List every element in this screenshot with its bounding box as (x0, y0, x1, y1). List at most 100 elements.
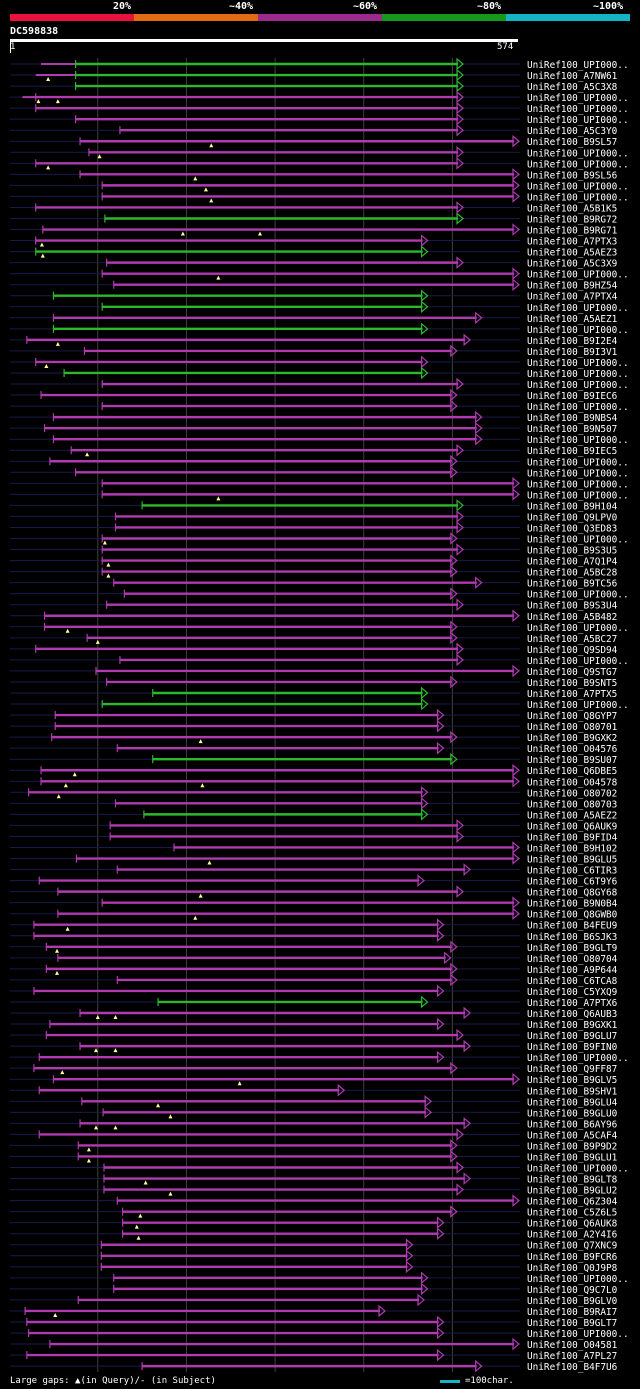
hit-label: UniRef100_A7NW61 (527, 71, 618, 82)
hit-label: UniRef100_UPI000.. (527, 1053, 629, 1064)
hit-end-arrow (450, 1150, 458, 1163)
query-gap-marker (216, 496, 221, 501)
hit-label: UniRef100_B6SJK3 (527, 932, 617, 943)
hit-end-arrow (436, 1216, 445, 1229)
hit-end-arrow (512, 774, 520, 788)
hit-end-arrow (456, 499, 464, 512)
hit-label: UniRef100_UPI000.. (527, 358, 629, 369)
legend-label-100: ~100% (593, 1, 624, 12)
query-gap-marker (156, 1103, 161, 1108)
hit-end-arrow (450, 587, 458, 600)
hit-label: UniRef100_O80703 (527, 799, 617, 810)
hit-label: UniRef100_Q8GWB0 (527, 910, 618, 921)
hit-end-arrow (456, 642, 464, 656)
query-gap-marker (72, 772, 77, 777)
hit-label: UniRef100_B9GLU2 (527, 1186, 617, 1197)
hit-end-arrow (450, 1139, 458, 1152)
hit-end-arrow (512, 179, 520, 192)
hit-end-arrow (456, 1161, 464, 1174)
hit-end-arrow (444, 951, 452, 965)
query-end-label: 574 (497, 42, 514, 52)
hit-label: UniRef100_O04576 (527, 744, 618, 755)
hit-end-arrow (512, 278, 520, 291)
hit-end-arrow (450, 940, 458, 954)
hit-end-arrow (436, 1017, 445, 1031)
query-gap-marker (65, 926, 70, 931)
legend-swatch-80 (382, 14, 506, 21)
hit-label: UniRef100_A5B482 (527, 612, 617, 623)
hit-end-arrow (450, 344, 458, 358)
hit-label: UniRef100_O04581 (527, 1340, 618, 1351)
hit-end-arrow (420, 786, 429, 799)
hit-end-arrow (456, 212, 464, 225)
hit-label: UniRef100_Q9STG7 (527, 667, 617, 678)
hit-end-arrow (512, 907, 520, 920)
hit-end-arrow (450, 388, 458, 402)
hit-label: UniRef100_A7PTX3 (527, 237, 617, 248)
hit-label: UniRef100_A7PL27 (527, 1351, 617, 1362)
hit-end-arrow (420, 300, 429, 314)
hit-end-arrow (463, 1039, 472, 1053)
query-gap-marker (36, 99, 41, 104)
hit-end-arrow (456, 1128, 464, 1141)
hit-end-arrow (436, 929, 445, 943)
hit-end-arrow (456, 1028, 464, 1042)
hit-label: UniRef100_UPI000.. (527, 1164, 629, 1175)
scale-label: =100char. (465, 1376, 514, 1386)
query-gap-marker (193, 176, 198, 181)
hit-end-arrow (417, 874, 425, 887)
hit-label: UniRef100_B9GLV0 (527, 1296, 618, 1307)
hit-end-arrow (512, 664, 520, 678)
hit-label: UniRef100_B9GLU0 (527, 1108, 618, 1119)
query-gap-marker (55, 341, 60, 346)
hit-label: UniRef100_Q8GY68 (527, 888, 618, 899)
hit-label: UniRef100_B9P9D2 (527, 1141, 617, 1152)
hit-end-arrow (456, 123, 464, 137)
hit-end-arrow (456, 101, 464, 115)
hit-end-arrow (512, 1194, 520, 1207)
hit-label: UniRef100_B9SU07 (527, 755, 617, 766)
hit-label: UniRef100_UPI000.. (527, 303, 629, 314)
legend-swatch-20 (10, 14, 134, 21)
hit-label: UniRef100_A5CAF4 (527, 1130, 618, 1141)
hit-label: UniRef100_A5AEZ3 (527, 248, 617, 259)
hit-label: UniRef100_Q0J9P8 (527, 1263, 618, 1274)
hit-label: UniRef100_Q8GYP7 (527, 711, 617, 722)
hit-label: UniRef100_A7Q1P4 (527, 557, 618, 568)
hit-end-arrow (420, 366, 429, 380)
query-gap-marker (86, 1147, 91, 1152)
hit-label: UniRef100_Q6AUB3 (527, 1009, 617, 1020)
hit-label: UniRef100_B9H102 (527, 843, 617, 854)
hit-end-arrow (337, 1083, 346, 1097)
hit-end-arrow (420, 808, 429, 821)
hit-end-arrow (450, 454, 458, 468)
hit-end-arrow (475, 432, 483, 446)
hit-label: UniRef100_UPI000.. (527, 490, 629, 501)
hit-end-arrow (420, 686, 429, 700)
hit-label: UniRef100_B9GLU7 (527, 1031, 617, 1042)
hit-label: UniRef100_A5BC27 (527, 634, 617, 645)
query-gap-marker (168, 1191, 173, 1196)
hit-label: UniRef100_B9I3V1 (527, 347, 618, 358)
hit-end-arrow (450, 730, 458, 744)
hit-label: UniRef100_B9FID4 (527, 832, 618, 843)
hit-end-arrow (463, 1117, 472, 1130)
hit-label: UniRef100_A5C3X8 (527, 82, 618, 93)
query-gap-marker (136, 1235, 141, 1240)
hit-end-arrow (512, 134, 520, 148)
hit-end-arrow (436, 1227, 445, 1240)
hit-label: UniRef100_A7PTX4 (527, 292, 618, 303)
query-gap-marker (102, 540, 107, 545)
hit-end-arrow (456, 598, 464, 611)
hit-end-arrow (436, 1326, 445, 1340)
hit-label: UniRef100_Q7XNC9 (527, 1241, 618, 1252)
hit-end-arrow (450, 962, 458, 976)
hit-end-arrow (512, 1072, 520, 1086)
query-gap-marker (106, 562, 111, 567)
hit-end-arrow (475, 410, 483, 424)
query-gap-marker (207, 860, 212, 865)
query-gap-marker (54, 970, 59, 975)
hit-label: UniRef100_UPI000.. (527, 104, 629, 115)
hit-label: UniRef100_B9I2E4 (527, 336, 618, 347)
hit-label: UniRef100_UPI000.. (527, 590, 629, 601)
